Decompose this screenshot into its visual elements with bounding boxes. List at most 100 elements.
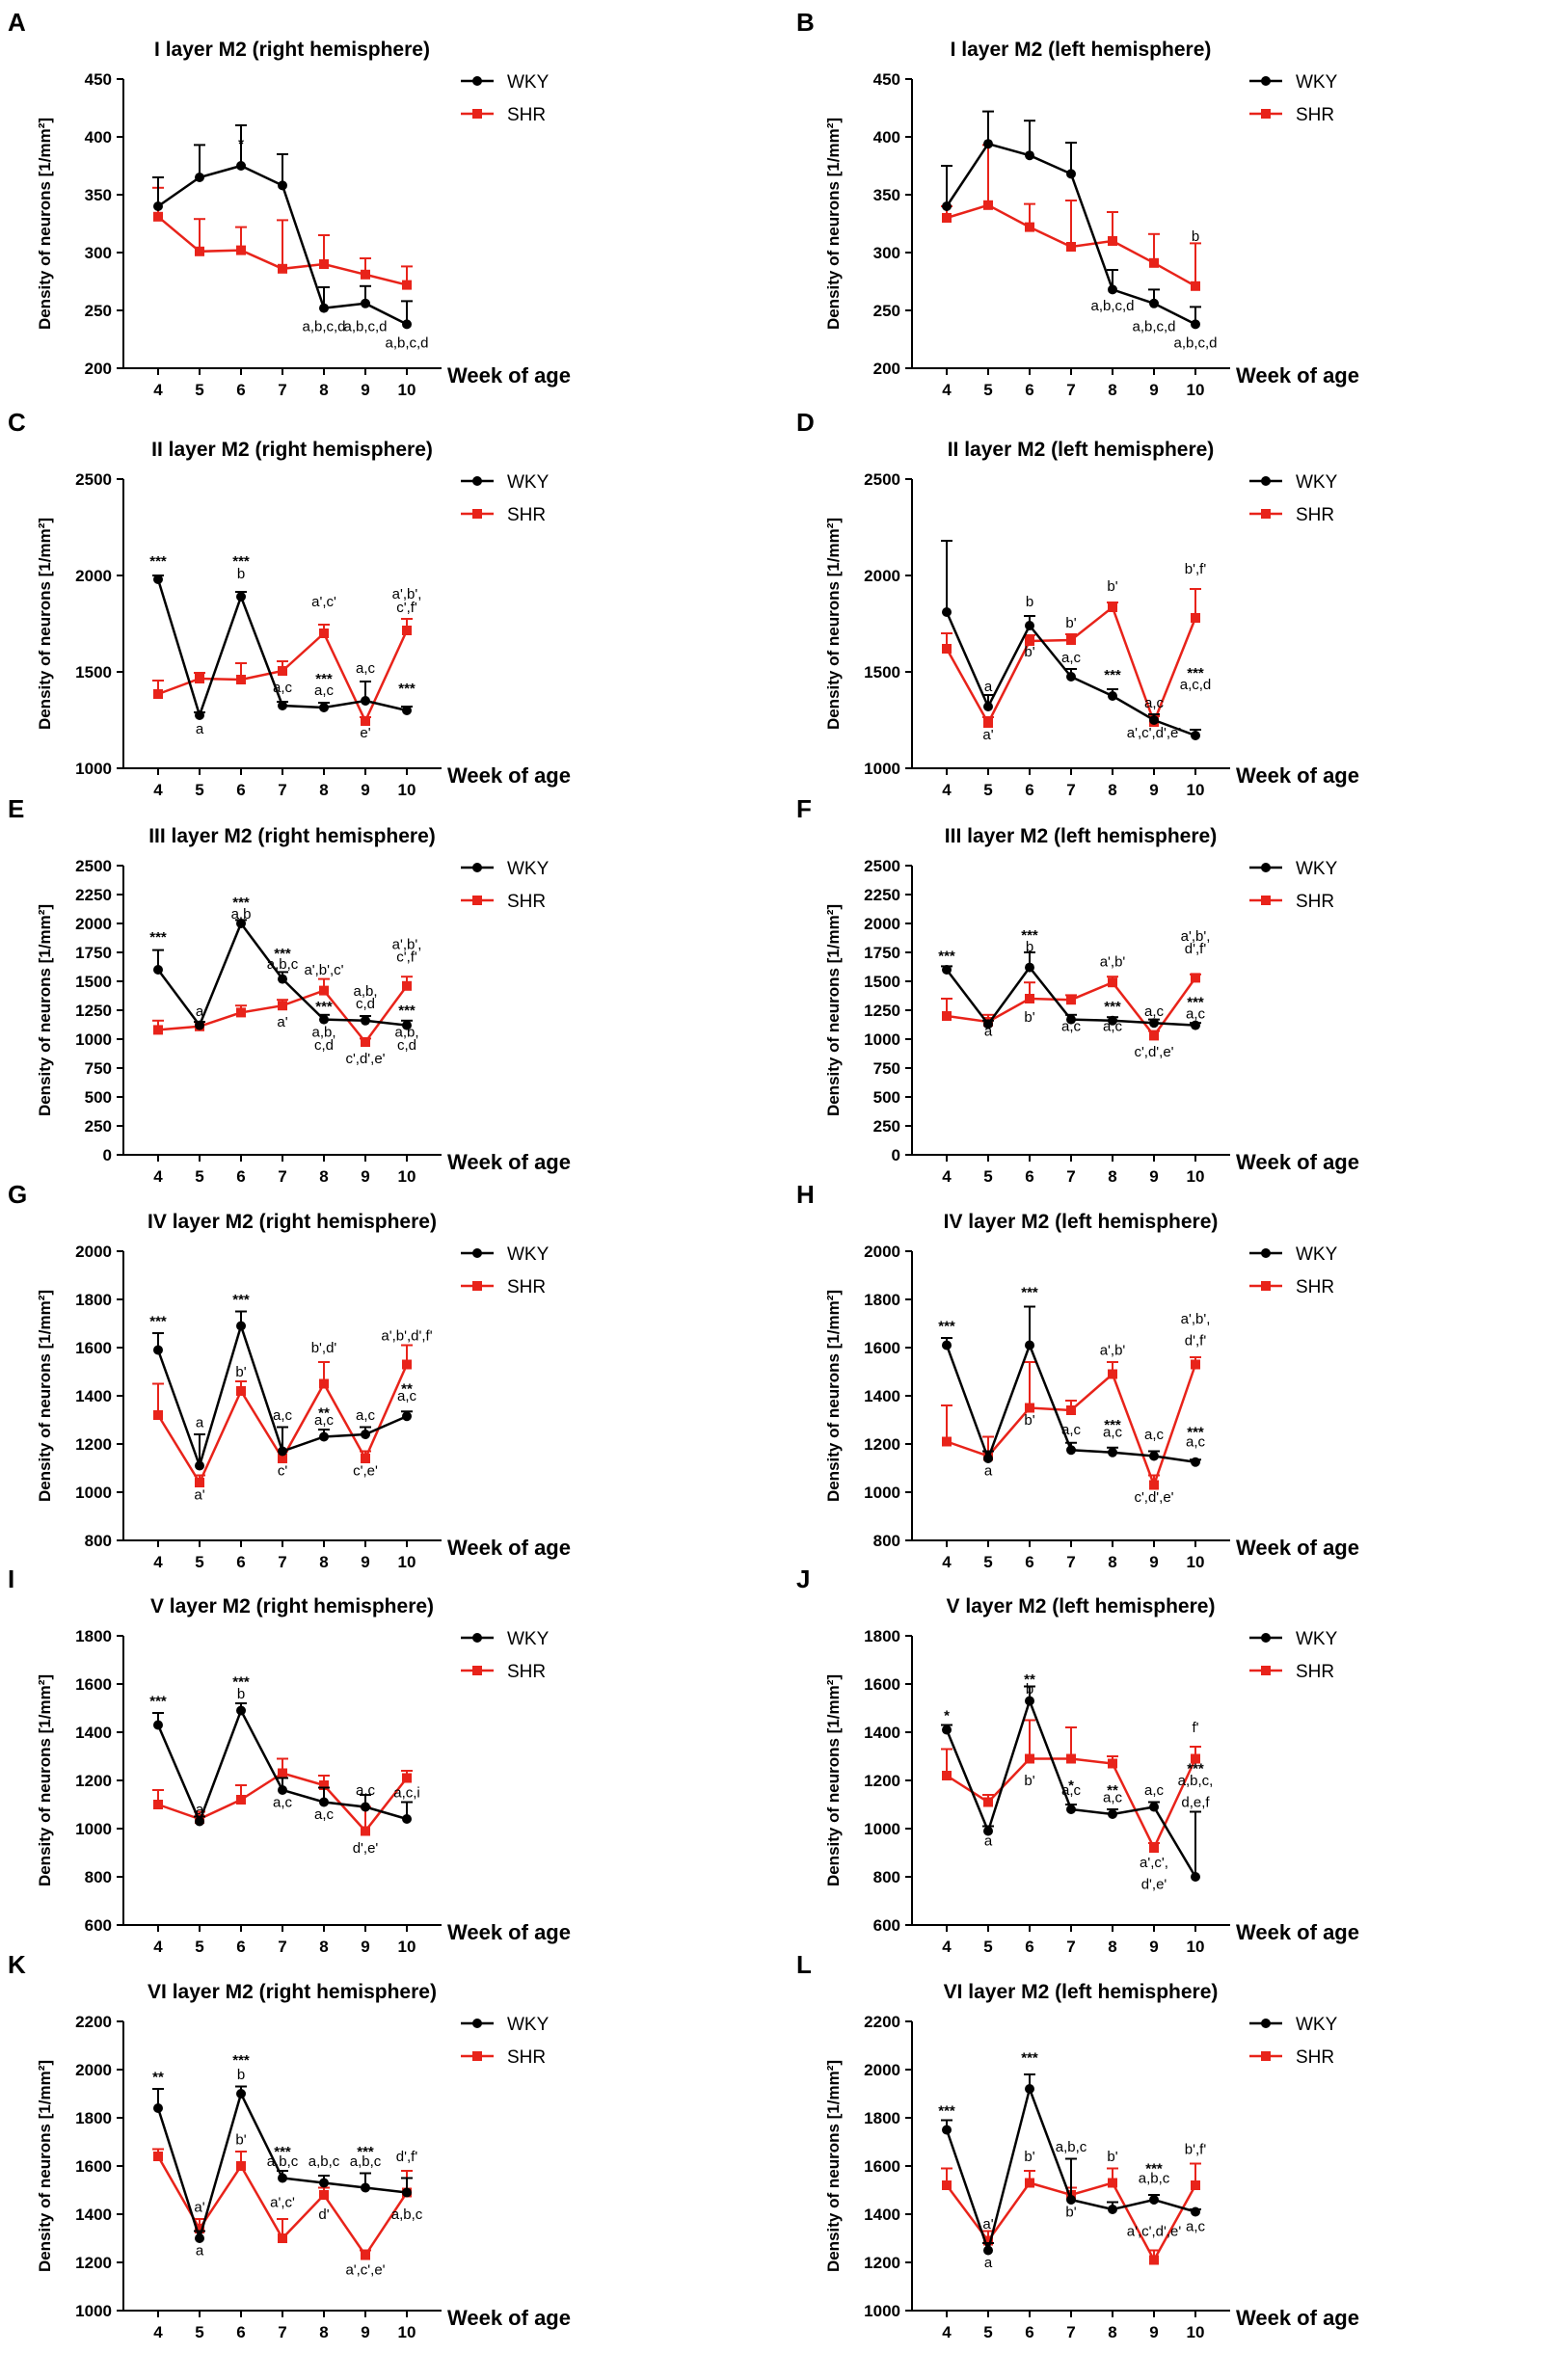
data-point-wky <box>983 1454 993 1463</box>
significance-label: b <box>237 566 245 582</box>
significance-label: *** <box>1021 1285 1038 1301</box>
data-point-wky <box>361 2182 370 2193</box>
x-tick-label: 7 <box>1066 781 1075 799</box>
x-tick-label: 4 <box>942 1167 952 1186</box>
significance-label: e' <box>360 725 370 741</box>
legend-label-shr: SHR <box>1296 105 1334 125</box>
panel-title: III layer M2 (right hemisphere) <box>148 825 436 847</box>
x-tick-label: 8 <box>319 2323 328 2341</box>
significance-label: *** <box>232 895 250 911</box>
legend-marker-wky <box>472 76 482 86</box>
significance-label: b <box>237 2067 245 2083</box>
data-point-shr <box>361 1826 370 1836</box>
x-tick-label: 4 <box>942 2323 952 2341</box>
legend-label-wky: WKY <box>1296 1244 1338 1265</box>
y-tick-label: 1400 <box>864 1387 900 1405</box>
data-point-wky <box>1149 1018 1159 1029</box>
y-tick-label: 0 <box>892 1146 900 1164</box>
x-axis-label: Week of age <box>1236 363 1359 388</box>
x-tick-label: 8 <box>319 381 328 399</box>
y-tick-label: 1400 <box>75 1387 112 1405</box>
panel-A: A I layer M2 (right hemisphere) 200 250 300 3… <box>8 8 571 399</box>
data-point-wky <box>361 298 370 308</box>
y-tick-label: 1600 <box>75 1339 112 1357</box>
significance-label: a',c',e' <box>345 2262 385 2279</box>
y-tick-label: 500 <box>85 1088 112 1107</box>
significance-label: ** <box>152 2070 164 2086</box>
data-point-shr <box>361 716 370 726</box>
significance-label: *** <box>315 671 333 687</box>
panel-D: D II layer M2 (left hemisphere) 1000 1500 20… <box>796 408 1359 799</box>
y-axis-label: Density of neurons [1/mm²] <box>36 904 54 1116</box>
x-tick-label: 8 <box>1108 781 1116 799</box>
data-point-wky <box>319 1797 329 1807</box>
data-point-shr <box>942 1011 952 1021</box>
data-point-wky <box>195 1816 204 1827</box>
significance-label: a' <box>194 1487 204 1504</box>
panel-I: I V layer M2 (right hemisphere) 600 800 1000… <box>8 1564 571 1956</box>
data-point-wky <box>236 2089 246 2099</box>
data-point-shr <box>1149 1843 1159 1853</box>
y-tick-label: 1000 <box>864 2302 900 2320</box>
data-point-shr <box>278 1001 287 1011</box>
data-point-shr <box>319 1378 329 1389</box>
significance-label: a,b,c <box>267 2153 299 2170</box>
y-tick-label: 600 <box>85 1916 112 1935</box>
x-tick-label: 6 <box>236 1938 245 1956</box>
x-tick-label: 7 <box>1066 1167 1075 1186</box>
significance-label: *** <box>1021 2050 1038 2067</box>
x-axis-label: Week of age <box>447 1920 571 1944</box>
data-point-wky <box>402 706 412 715</box>
significance-label: * <box>944 1708 950 1725</box>
significance-label: *** <box>938 948 955 964</box>
data-point-shr <box>983 2235 993 2246</box>
y-tick-label: 1800 <box>75 1627 112 1645</box>
data-point-wky <box>319 303 329 313</box>
y-tick-label: 2000 <box>75 2061 112 2079</box>
data-point-wky <box>942 1725 952 1735</box>
significance-label: a <box>196 1802 204 1818</box>
x-tick-label: 9 <box>361 381 369 399</box>
data-point-wky <box>1191 731 1200 740</box>
y-tick-label: 200 <box>85 360 112 378</box>
legend-label-wky: WKY <box>507 472 550 493</box>
x-tick-label: 10 <box>1187 381 1205 399</box>
significance-label: *** <box>938 1319 955 1335</box>
data-point-shr <box>278 1454 287 1463</box>
significance-label: ** <box>1107 1782 1118 1799</box>
x-tick-label: 9 <box>1149 781 1158 799</box>
data-point-wky <box>236 1705 246 1716</box>
data-point-wky <box>1108 284 1117 295</box>
significance-label: a,b,c <box>350 2153 382 2170</box>
y-tick-label: 1000 <box>75 1820 112 1838</box>
significance-label: b <box>1026 939 1033 955</box>
data-point-shr <box>1191 1753 1200 1764</box>
data-point-wky <box>195 710 204 720</box>
data-point-shr <box>1108 1369 1117 1379</box>
legend-marker-shr <box>472 896 482 905</box>
data-point-shr <box>1066 1405 1076 1415</box>
x-tick-label: 7 <box>1066 1938 1075 1956</box>
data-point-wky <box>1149 298 1159 308</box>
y-axis-label: Density of neurons [1/mm²] <box>824 1674 843 1886</box>
significance-label: *** <box>1104 999 1121 1015</box>
x-tick-label: 10 <box>1187 781 1205 799</box>
legend-marker-wky <box>472 476 482 486</box>
y-tick-label: 1200 <box>864 2254 900 2272</box>
x-tick-label: 7 <box>278 1553 286 1571</box>
y-tick-label: 1000 <box>864 1030 900 1049</box>
legend-label-shr: SHR <box>1296 1662 1334 1682</box>
significance-label: a,b,c <box>391 2206 423 2223</box>
significance-label: a <box>984 2255 993 2271</box>
significance-label: a,b,c <box>267 956 299 973</box>
significance-label: a' <box>277 1014 287 1030</box>
data-point-wky <box>236 161 246 171</box>
y-tick-label: 2250 <box>864 886 900 904</box>
significance-label: a <box>196 721 204 737</box>
panel-letter: H <box>796 1180 815 1209</box>
x-tick-label: 6 <box>1025 781 1033 799</box>
y-tick-label: 1600 <box>864 2157 900 2176</box>
y-tick-label: 1500 <box>75 663 112 682</box>
data-point-shr <box>1108 1758 1117 1769</box>
data-point-wky <box>402 1814 412 1824</box>
